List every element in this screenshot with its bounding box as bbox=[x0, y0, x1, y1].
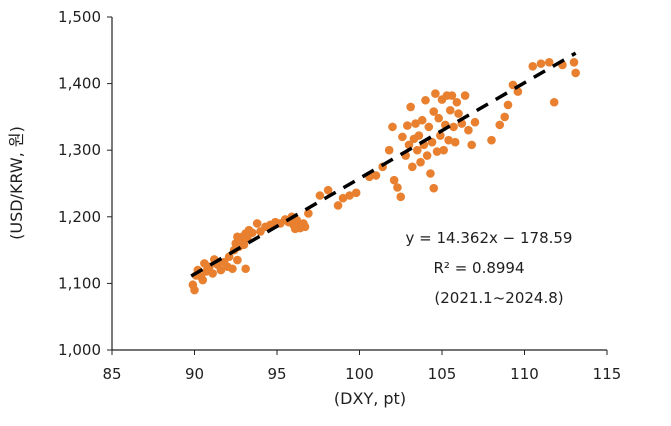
data-point bbox=[371, 171, 381, 180]
data-point bbox=[445, 105, 455, 115]
data-point bbox=[300, 222, 310, 232]
trendline-layer bbox=[190, 51, 577, 278]
data-point bbox=[252, 219, 262, 228]
data-points bbox=[188, 57, 580, 295]
x-tick-label: 105 bbox=[428, 365, 457, 383]
y-tick-label: 1,400 bbox=[58, 75, 101, 93]
data-point bbox=[424, 122, 434, 132]
x-tick-label: 100 bbox=[345, 365, 374, 383]
data-point bbox=[338, 193, 348, 203]
x-tick-label: 95 bbox=[267, 365, 286, 383]
data-point bbox=[396, 192, 406, 202]
data-point bbox=[190, 285, 199, 295]
data-point bbox=[408, 162, 417, 172]
data-point bbox=[388, 122, 397, 132]
data-point bbox=[449, 122, 458, 132]
data-point bbox=[487, 135, 496, 145]
data-point bbox=[208, 269, 217, 278]
data-point bbox=[228, 264, 237, 274]
data-point bbox=[450, 137, 460, 147]
data-point bbox=[422, 151, 432, 160]
data-point bbox=[333, 201, 343, 210]
trendline bbox=[190, 51, 577, 278]
data-point bbox=[417, 115, 427, 125]
period-label: (2021.1~2024.8) bbox=[434, 289, 563, 307]
data-point bbox=[421, 95, 430, 105]
data-point bbox=[323, 185, 333, 195]
data-point bbox=[426, 169, 435, 178]
data-point bbox=[198, 275, 208, 285]
data-point bbox=[233, 255, 242, 265]
y-tick-label: 1,100 bbox=[58, 274, 101, 292]
y-tick-label: 1,000 bbox=[58, 341, 101, 359]
r-squared-label: R² = 0.8994 bbox=[433, 259, 524, 277]
x-tick-label: 85 bbox=[102, 365, 121, 383]
data-point bbox=[454, 109, 463, 118]
data-point bbox=[571, 68, 580, 78]
data-point bbox=[393, 183, 402, 192]
data-point bbox=[412, 145, 422, 155]
x-tick-label: 115 bbox=[593, 365, 622, 383]
data-point bbox=[536, 59, 546, 68]
data-point bbox=[233, 232, 242, 242]
data-point bbox=[398, 132, 407, 142]
y-axis-title: (USD/KRW, 원) bbox=[7, 126, 26, 240]
data-point bbox=[384, 145, 394, 155]
regression-equation: y = 14.362x − 178.59 bbox=[406, 229, 573, 247]
data-point bbox=[429, 107, 439, 116]
data-point bbox=[304, 209, 313, 218]
data-point bbox=[528, 61, 538, 71]
data-point bbox=[389, 175, 399, 185]
data-point bbox=[544, 57, 554, 67]
data-point bbox=[500, 112, 510, 122]
data-point bbox=[434, 113, 444, 123]
data-point bbox=[351, 188, 361, 198]
y-tick-label: 1,200 bbox=[58, 208, 101, 226]
data-point bbox=[241, 264, 250, 274]
x-axis-title: (DXY, pt) bbox=[334, 389, 406, 408]
data-point bbox=[411, 119, 420, 128]
data-point bbox=[432, 147, 442, 156]
y-tick-label: 1,300 bbox=[58, 141, 101, 159]
data-point bbox=[431, 89, 440, 98]
data-point bbox=[406, 102, 415, 112]
data-point bbox=[427, 137, 437, 147]
data-point bbox=[239, 240, 249, 250]
data-point bbox=[464, 125, 473, 135]
data-point bbox=[439, 145, 448, 155]
data-point bbox=[436, 131, 445, 140]
data-point bbox=[460, 91, 470, 100]
y-tick-label: 1,500 bbox=[58, 8, 101, 26]
data-point bbox=[315, 191, 325, 200]
data-point bbox=[447, 91, 457, 100]
data-point bbox=[569, 57, 579, 67]
x-tick-label: 90 bbox=[185, 365, 204, 383]
data-point bbox=[452, 97, 462, 107]
data-point bbox=[216, 265, 226, 275]
data-point bbox=[345, 191, 354, 200]
data-point bbox=[247, 228, 257, 238]
x-tick-label: 110 bbox=[510, 365, 539, 383]
data-point bbox=[495, 120, 505, 130]
data-point bbox=[444, 135, 453, 145]
data-point bbox=[470, 117, 480, 127]
ticks: 85 90 95 100 105 110 115 1,000 1,100 1,200 1,300 1,… bbox=[58, 8, 621, 383]
data-point bbox=[414, 131, 424, 140]
data-point bbox=[416, 157, 425, 167]
data-point bbox=[549, 97, 559, 107]
data-point bbox=[503, 100, 513, 110]
data-point bbox=[403, 121, 412, 130]
data-point bbox=[467, 140, 477, 150]
data-point bbox=[429, 183, 439, 193]
